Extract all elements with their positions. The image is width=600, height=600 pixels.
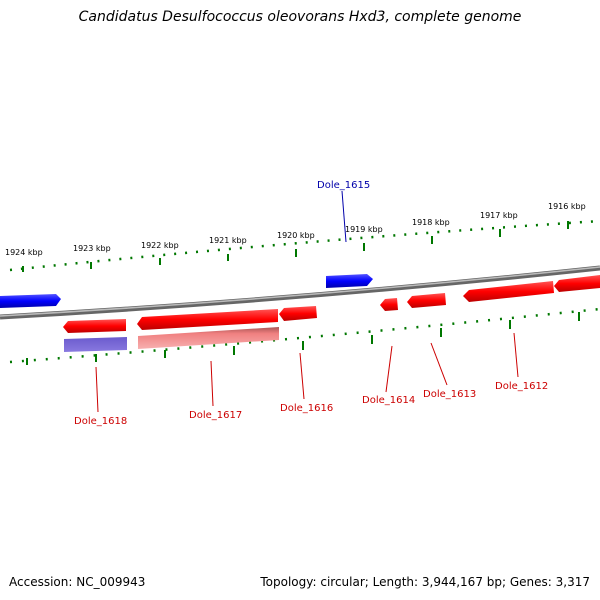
forward-genes [0, 274, 373, 308]
genome-title: Candidatus Desulfococcus oleovorans Hxd3… [78, 9, 522, 25]
reverse-genes [63, 275, 600, 333]
gene-label-dole-1615[interactable]: Dole_1615 [317, 180, 370, 191]
scale-label: 1916 kbp [548, 202, 586, 211]
scale-track-bottom [9, 307, 600, 365]
gene-label-dole-1612[interactable]: Dole_1612 [495, 381, 548, 392]
gene-arrow-forward[interactable] [0, 294, 61, 308]
gene-arrow-dole-1615[interactable] [326, 274, 373, 288]
gene-label-dole-1617[interactable]: Dole_1617 [189, 410, 242, 421]
scale-label: 1917 kbp [480, 211, 518, 220]
accession-text: Accession: NC_009943 [9, 575, 146, 589]
gene-label-dole-1613[interactable]: Dole_1613 [423, 389, 476, 400]
scale-label: 1919 kbp [345, 225, 383, 234]
scale-track-top [9, 219, 600, 272]
feature-bar-pink[interactable] [138, 327, 279, 349]
leader-line-dole-1612 [513, 332, 519, 378]
leader-line-dole-1613 [430, 342, 448, 386]
scale-label: 1924 kbp [5, 248, 43, 257]
scale-label: 1922 kbp [141, 241, 179, 250]
gene-arrow-dole-1612[interactable] [463, 281, 554, 302]
scale-label: 1921 kbp [209, 236, 247, 245]
gene-arrow-dole-1618[interactable] [63, 319, 126, 333]
leader-line-dole-1617 [210, 360, 214, 407]
gene-arrow-reverse[interactable] [554, 275, 600, 292]
gene-arrow-dole-1613[interactable] [407, 293, 446, 308]
secondary-features [64, 327, 279, 352]
leader-line-dole-1615 [341, 190, 347, 243]
gene-arrow-dole-1614[interactable] [380, 298, 398, 311]
leader-line-dole-1618 [95, 366, 99, 413]
gene-arrow-dole-1617[interactable] [137, 309, 278, 330]
scale-label: 1923 kbp [73, 244, 111, 253]
genome-summary: Topology: circular; Length: 3,944,167 bp… [260, 575, 590, 589]
leader-lines [95, 190, 519, 413]
gene-arrow-dole-1616[interactable] [279, 306, 317, 321]
feature-bar-purple[interactable] [64, 337, 127, 352]
gene-label-dole-1618[interactable]: Dole_1618 [74, 416, 127, 427]
scale-labels: 1924 kbp 1923 kbp 1922 kbp 1921 kbp 1920… [5, 202, 586, 257]
genome-backbone [0, 265, 600, 320]
gene-label-dole-1616[interactable]: Dole_1616 [280, 403, 333, 414]
leader-line-dole-1614 [385, 345, 393, 393]
scale-label: 1918 kbp [412, 218, 450, 227]
scale-label: 1920 kbp [277, 231, 315, 240]
leader-line-dole-1616 [299, 352, 305, 400]
gene-labels: Dole_1615 Dole_1618 Dole_1617 Dole_1616 … [74, 180, 548, 427]
gene-label-dole-1614[interactable]: Dole_1614 [362, 395, 415, 406]
